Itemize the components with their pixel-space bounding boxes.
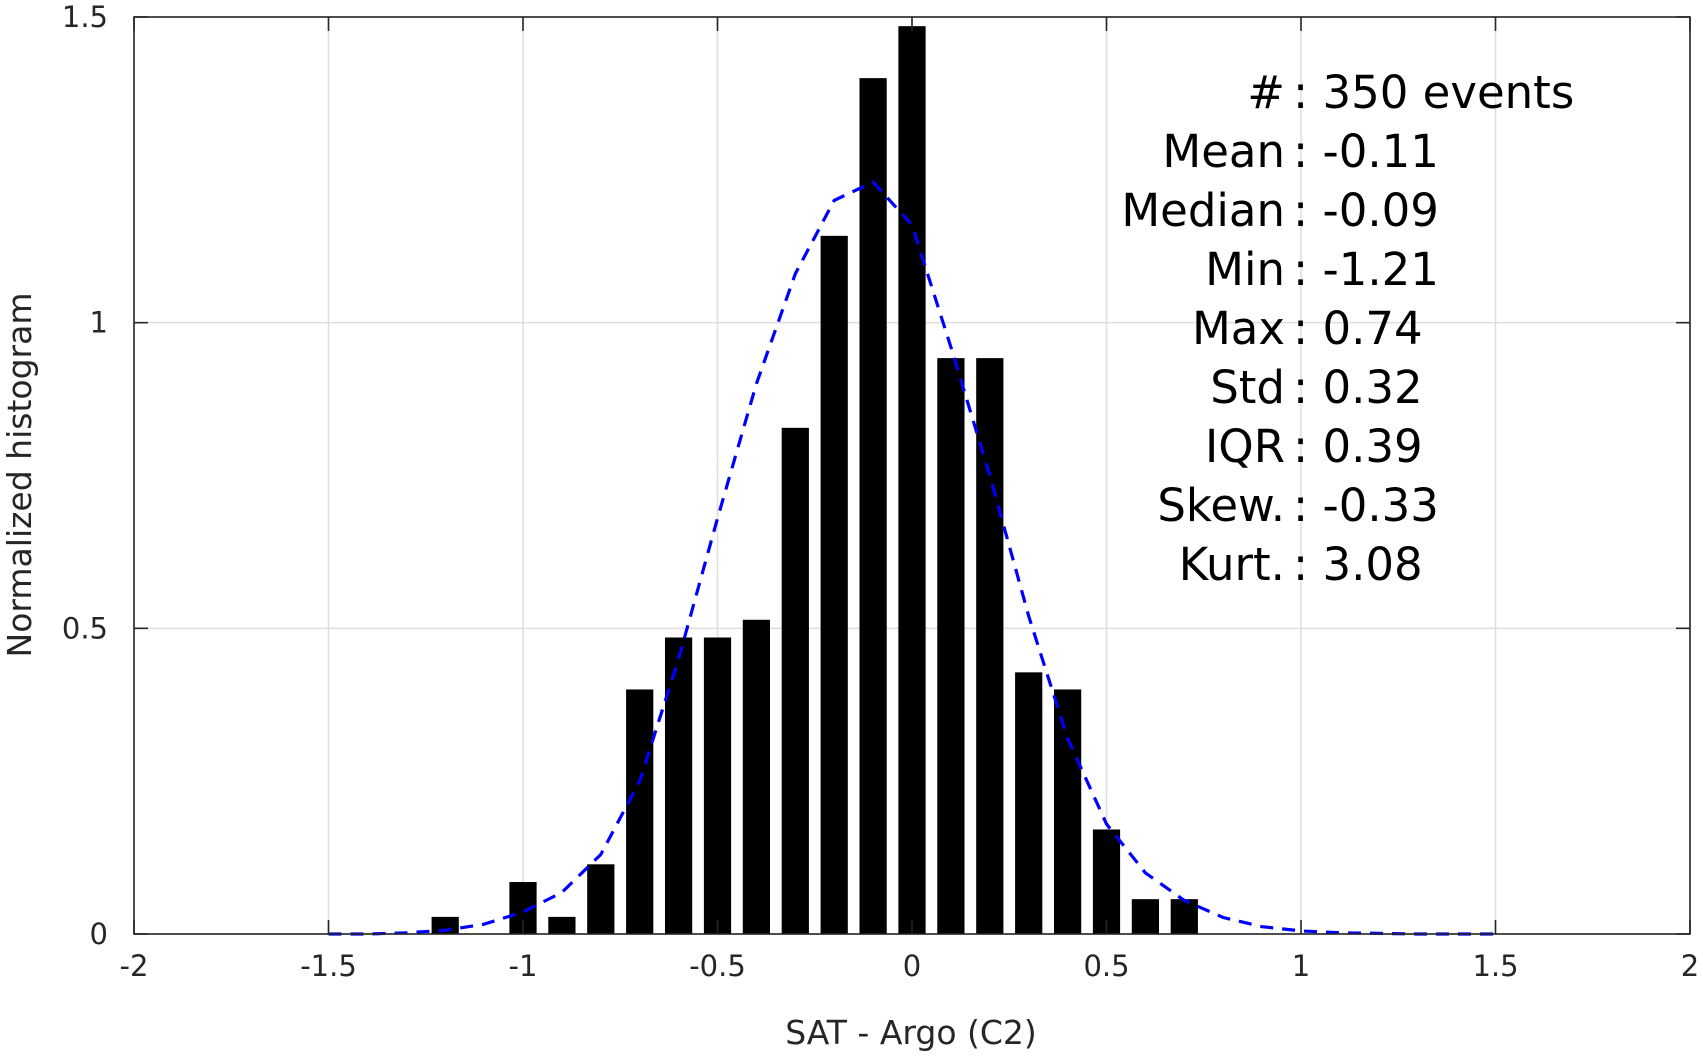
stat-label: IQR — [1205, 420, 1285, 473]
stat-label: Kurt. — [1179, 538, 1285, 591]
stat-label: Median — [1121, 184, 1285, 237]
x-tick-label: 1.5 — [1472, 949, 1518, 983]
x-tick-label: 0.5 — [1083, 949, 1129, 983]
y-tick-label: 1 — [90, 306, 108, 340]
x-tick-label: 2 — [1681, 949, 1699, 983]
histogram-bar — [1053, 689, 1082, 934]
histogram-bar — [548, 916, 576, 934]
histogram-bar — [859, 78, 887, 935]
histogram-bar — [937, 358, 965, 934]
histogram-bar — [626, 689, 654, 934]
x-tick-label: -1 — [509, 949, 538, 983]
stat-value: : -0.33 — [1293, 479, 1439, 532]
histogram-bar — [664, 637, 693, 934]
histogram-bar — [742, 619, 771, 934]
stat-value: : -0.11 — [1293, 125, 1439, 178]
stat-value: : 0.32 — [1293, 361, 1423, 414]
stat-label: Min — [1205, 243, 1285, 296]
x-tick-label: -1.5 — [300, 949, 357, 983]
y-tick-labels: 0 0.5 1 1.5 — [62, 0, 108, 951]
stat-value: : 0.74 — [1293, 302, 1423, 355]
histogram-bar — [1092, 829, 1121, 934]
stat-value: : -1.21 — [1293, 243, 1439, 296]
stat-label: # — [1247, 66, 1285, 119]
x-tick-label: 1 — [1292, 949, 1310, 983]
histogram-bars — [431, 26, 1198, 935]
x-axis-label: SAT - Argo (C2) — [785, 1013, 1037, 1052]
stat-value: : 350 events — [1293, 66, 1574, 119]
x-tick-label: -0.5 — [689, 949, 746, 983]
histogram-bar — [820, 235, 848, 935]
stat-label: Std — [1210, 361, 1285, 414]
x-tick-labels: -2 -1.5 -1 -0.5 0 0.5 1 1.5 2 — [120, 949, 1700, 983]
histogram-bar — [976, 358, 1004, 934]
stat-label: Max — [1192, 302, 1285, 355]
plot-axes — [133, 16, 1691, 935]
histogram-bar — [1131, 899, 1160, 934]
stat-value: : 0.39 — [1293, 420, 1423, 473]
x-tick-label: 0 — [903, 949, 921, 983]
stat-value: : 3.08 — [1293, 538, 1423, 591]
histogram-bar — [898, 26, 926, 935]
y-tick-label: 0.5 — [62, 611, 108, 645]
histogram-bar — [703, 637, 732, 934]
stat-label: Mean — [1162, 125, 1285, 178]
histogram-bar — [1170, 899, 1198, 934]
histogram-bar — [1015, 672, 1043, 934]
y-tick-label: 0 — [90, 917, 108, 951]
histogram-bar — [781, 427, 809, 934]
stat-label: Skew. — [1157, 479, 1285, 532]
x-tick-label: -2 — [120, 949, 149, 983]
y-tick-label: 1.5 — [62, 0, 108, 34]
stat-value: : -0.09 — [1293, 184, 1439, 237]
histogram-bar — [587, 864, 615, 934]
y-axis-label: Normalized histogram — [0, 293, 39, 658]
